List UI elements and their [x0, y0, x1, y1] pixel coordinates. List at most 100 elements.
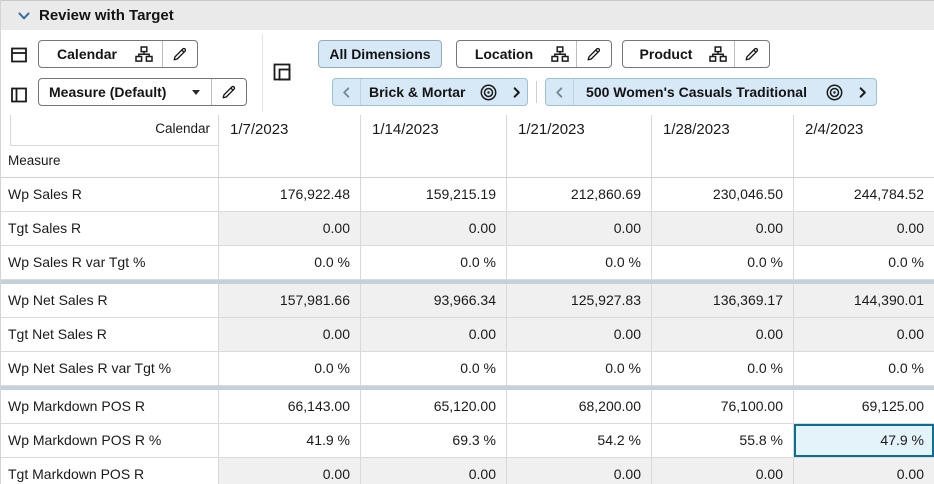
row-label[interactable]: Tgt Sales R	[0, 212, 218, 245]
location-scope-button[interactable]	[473, 83, 503, 102]
toolbar-divider	[262, 34, 263, 112]
cell[interactable]: 0.0 %	[360, 352, 506, 385]
cell[interactable]: 65,120.00	[360, 390, 506, 423]
cell[interactable]: 144,390.01	[793, 284, 934, 317]
row-label[interactable]: Tgt Net Sales R	[0, 318, 218, 351]
product-previous-button[interactable]	[546, 79, 573, 105]
row-label[interactable]: Wp Net Sales R	[0, 284, 218, 317]
column-header[interactable]: 1/21/2023	[506, 115, 651, 177]
cell[interactable]: 0.0 %	[651, 352, 793, 385]
selected-cell[interactable]: 47.9 %	[793, 424, 934, 457]
column-header[interactable]: 1/28/2023	[651, 115, 793, 177]
edit-calendar-button[interactable]	[163, 46, 197, 62]
page-axis-tile-location[interactable]: Location	[456, 40, 612, 68]
cell[interactable]: 0.0 %	[360, 246, 506, 279]
product-next-button[interactable]	[849, 79, 876, 105]
section-title-bar: Review with Target	[0, 0, 934, 30]
pencil-icon	[587, 47, 601, 61]
cell[interactable]: 66,143.00	[218, 390, 360, 423]
table-row: Wp Sales R var Tgt % 0.0 % 0.0 % 0.0 % 0…	[0, 246, 934, 280]
column-axis-tile-measure[interactable]: Measure (Default)	[38, 78, 247, 106]
edit-measure-button[interactable]	[212, 84, 246, 100]
edit-location-button[interactable]	[577, 46, 611, 62]
cell[interactable]: 0.0 %	[506, 246, 651, 279]
hierarchy-icon[interactable]	[709, 45, 727, 63]
cell[interactable]: 54.2 %	[506, 424, 651, 457]
location-next-button[interactable]	[503, 79, 530, 105]
cell[interactable]: 0.00	[651, 458, 793, 484]
table-row: Wp Markdown POS R % 41.9 % 69.3 % 54.2 %…	[0, 424, 934, 458]
cell[interactable]: 0.0 %	[218, 246, 360, 279]
product-page-selector[interactable]: 500 Women's Casuals Traditional	[545, 78, 877, 106]
cell[interactable]: 176,922.48	[218, 178, 360, 211]
hierarchy-icon[interactable]	[551, 45, 569, 63]
pencil-icon	[173, 47, 187, 61]
all-dimensions-button[interactable]: All Dimensions	[318, 40, 442, 68]
row-label[interactable]: Wp Net Sales R var Tgt %	[0, 352, 218, 385]
cell[interactable]: 76,100.00	[651, 390, 793, 423]
corner-gutter-line	[10, 145, 218, 146]
column-header[interactable]: 1/14/2023	[360, 115, 506, 177]
cell[interactable]: 125,927.83	[506, 284, 651, 317]
cell[interactable]: 93,966.34	[360, 284, 506, 317]
row-label[interactable]: Wp Markdown POS R %	[0, 424, 218, 457]
pivot-grid: Calendar Measure 1/7/2023 1/14/2023 1/21…	[0, 115, 934, 484]
cell[interactable]: 0.00	[651, 318, 793, 351]
chevron-left-icon	[343, 86, 350, 98]
cell[interactable]: 0.00	[793, 212, 934, 245]
table-row: Tgt Markdown POS R 0.00 0.00 0.00 0.00 0…	[0, 458, 934, 484]
row-label[interactable]: Wp Sales R	[0, 178, 218, 211]
table-row: Wp Net Sales R var Tgt % 0.0 % 0.0 % 0.0…	[0, 352, 934, 386]
row-label[interactable]: Wp Sales R var Tgt %	[0, 246, 218, 279]
grid-corner: Calendar Measure	[0, 115, 218, 177]
cell[interactable]: 0.0 %	[793, 246, 934, 279]
location-previous-button[interactable]	[333, 79, 360, 105]
bullseye-target-icon	[826, 84, 842, 100]
location-page-selector[interactable]: Brick & Mortar	[332, 78, 528, 106]
cell[interactable]: 0.00	[218, 318, 360, 351]
cell[interactable]: 230,046.50	[651, 178, 793, 211]
cell[interactable]: 0.00	[360, 212, 506, 245]
cell[interactable]: 159,215.19	[360, 178, 506, 211]
column-header[interactable]: 2/4/2023	[793, 115, 934, 177]
collapse-chevron-icon[interactable]	[17, 9, 31, 23]
cell[interactable]: 0.00	[793, 318, 934, 351]
column-header[interactable]: 1/7/2023	[218, 115, 360, 177]
grid-header-row: Calendar Measure 1/7/2023 1/14/2023 1/21…	[0, 115, 934, 178]
cell[interactable]: 136,369.17	[651, 284, 793, 317]
edit-product-button[interactable]	[735, 46, 769, 62]
cell[interactable]: 41.9 %	[218, 424, 360, 457]
row-label[interactable]: Tgt Markdown POS R	[0, 458, 218, 484]
cell[interactable]: 0.00	[651, 212, 793, 245]
cell[interactable]: 0.0 %	[793, 352, 934, 385]
cell[interactable]: 0.00	[506, 212, 651, 245]
caret-down-icon[interactable]	[189, 85, 203, 99]
cell[interactable]: 0.0 %	[506, 352, 651, 385]
cell[interactable]: 69.3 %	[360, 424, 506, 457]
cell[interactable]: 0.0 %	[651, 246, 793, 279]
cell[interactable]: 0.00	[793, 458, 934, 484]
all-dimensions-label: All Dimensions	[329, 46, 431, 62]
measure-group-separator	[0, 280, 934, 284]
product-scope-button[interactable]	[819, 83, 849, 102]
cell[interactable]: 69,125.00	[793, 390, 934, 423]
cell[interactable]: 157,981.66	[218, 284, 360, 317]
cell[interactable]: 0.00	[218, 212, 360, 245]
cell[interactable]: 0.0 %	[218, 352, 360, 385]
cell[interactable]: 0.00	[506, 318, 651, 351]
row-axis-tile-calendar[interactable]: Calendar	[38, 40, 198, 68]
cell[interactable]: 212,860.69	[506, 178, 651, 211]
page-axis-tile-product[interactable]: Product	[622, 40, 770, 68]
row-label[interactable]: Wp Markdown POS R	[0, 390, 218, 423]
cell[interactable]: 0.00	[506, 458, 651, 484]
cell[interactable]: 0.00	[218, 458, 360, 484]
cell[interactable]: 244,784.52	[793, 178, 934, 211]
chevron-right-icon	[859, 86, 866, 98]
tile-divider	[162, 41, 163, 67]
hierarchy-icon[interactable]	[135, 45, 153, 63]
cell[interactable]: 0.00	[360, 318, 506, 351]
page-axis-icon	[273, 63, 291, 81]
cell[interactable]: 55.8 %	[651, 424, 793, 457]
cell[interactable]: 0.00	[360, 458, 506, 484]
cell[interactable]: 68,200.00	[506, 390, 651, 423]
